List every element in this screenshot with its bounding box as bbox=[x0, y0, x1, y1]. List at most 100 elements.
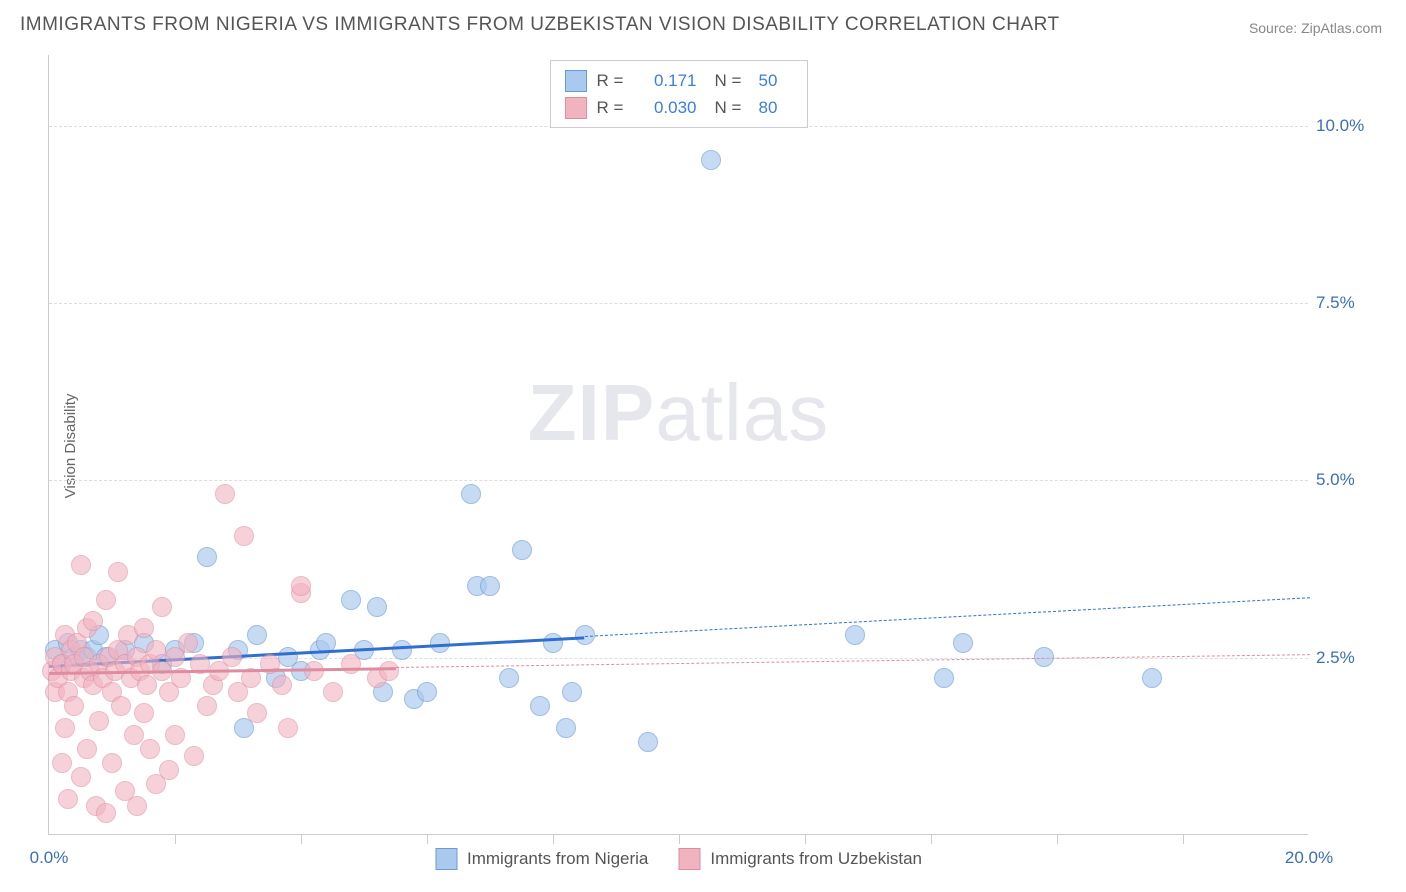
legend-swatch-nigeria bbox=[565, 70, 587, 92]
scatter-point-nigeria bbox=[530, 696, 550, 716]
scatter-point-uzbekistan bbox=[71, 555, 91, 575]
scatter-point-uzbekistan bbox=[159, 760, 179, 780]
scatter-point-uzbekistan bbox=[108, 562, 128, 582]
scatter-point-uzbekistan bbox=[96, 590, 116, 610]
x-tick bbox=[553, 834, 554, 844]
scatter-point-nigeria bbox=[480, 576, 500, 596]
trendline-uzbekistan bbox=[395, 654, 1309, 668]
scatter-point-nigeria bbox=[367, 597, 387, 617]
scatter-point-uzbekistan bbox=[247, 703, 267, 723]
scatter-point-nigeria bbox=[562, 682, 582, 702]
n-prefix: N = bbox=[715, 67, 749, 94]
scatter-point-nigeria bbox=[934, 668, 954, 688]
scatter-point-nigeria bbox=[417, 682, 437, 702]
scatter-point-nigeria bbox=[392, 640, 412, 660]
scatter-point-uzbekistan bbox=[165, 725, 185, 745]
scatter-point-uzbekistan bbox=[55, 718, 75, 738]
scatter-point-uzbekistan bbox=[58, 789, 78, 809]
scatter-point-uzbekistan bbox=[77, 739, 97, 759]
n-value: 50 bbox=[759, 67, 793, 94]
x-tick bbox=[427, 834, 428, 844]
x-tick bbox=[175, 834, 176, 844]
scatter-point-nigeria bbox=[543, 633, 563, 653]
scatter-point-uzbekistan bbox=[52, 753, 72, 773]
scatter-point-uzbekistan bbox=[64, 696, 84, 716]
y-tick-label: 2.5% bbox=[1316, 648, 1386, 668]
scatter-point-nigeria bbox=[953, 633, 973, 653]
scatter-point-uzbekistan bbox=[152, 597, 172, 617]
scatter-point-uzbekistan bbox=[83, 611, 103, 631]
legend-label: Immigrants from Uzbekistan bbox=[710, 849, 922, 869]
legend-row-nigeria: R = 0.171 N = 50 bbox=[565, 67, 793, 94]
scatter-point-nigeria bbox=[499, 668, 519, 688]
scatter-point-nigeria bbox=[430, 633, 450, 653]
y-tick-label: 5.0% bbox=[1316, 470, 1386, 490]
legend-row-uzbekistan: R = 0.030 N = 80 bbox=[565, 94, 793, 121]
scatter-point-nigeria bbox=[512, 540, 532, 560]
r-value: 0.171 bbox=[637, 67, 697, 94]
trendline-nigeria bbox=[584, 597, 1309, 637]
scatter-point-uzbekistan bbox=[222, 647, 242, 667]
x-tick-label: 20.0% bbox=[1285, 848, 1333, 868]
scatter-point-nigeria bbox=[247, 625, 267, 645]
y-tick-label: 7.5% bbox=[1316, 293, 1386, 313]
scatter-point-uzbekistan bbox=[134, 618, 154, 638]
legend-series: Immigrants from Nigeria Immigrants from U… bbox=[435, 848, 922, 870]
scatter-point-uzbekistan bbox=[215, 484, 235, 504]
x-tick bbox=[1057, 834, 1058, 844]
legend-swatch-uzbekistan bbox=[565, 97, 587, 119]
scatter-point-uzbekistan bbox=[137, 675, 157, 695]
x-tick bbox=[931, 834, 932, 844]
n-value: 80 bbox=[759, 94, 793, 121]
source-label: Source: ZipAtlas.com bbox=[1249, 20, 1382, 36]
scatter-point-uzbekistan bbox=[184, 746, 204, 766]
scatter-point-nigeria bbox=[556, 718, 576, 738]
scatter-point-uzbekistan bbox=[323, 682, 343, 702]
chart-title: IMMIGRANTS FROM NIGERIA VS IMMIGRANTS FR… bbox=[20, 14, 1060, 36]
chart-container: IMMIGRANTS FROM NIGERIA VS IMMIGRANTS FR… bbox=[0, 0, 1406, 892]
r-prefix: R = bbox=[597, 94, 627, 121]
scatter-point-nigeria bbox=[197, 547, 217, 567]
legend-swatch-nigeria bbox=[435, 848, 457, 870]
scatter-point-uzbekistan bbox=[379, 661, 399, 681]
scatter-point-uzbekistan bbox=[272, 675, 292, 695]
scatter-point-uzbekistan bbox=[146, 640, 166, 660]
y-tick-label: 10.0% bbox=[1316, 116, 1386, 136]
r-prefix: R = bbox=[597, 67, 627, 94]
legend-item-nigeria: Immigrants from Nigeria bbox=[435, 848, 648, 870]
x-tick bbox=[301, 834, 302, 844]
x-tick bbox=[1183, 834, 1184, 844]
scatter-point-uzbekistan bbox=[234, 526, 254, 546]
scatter-point-uzbekistan bbox=[134, 703, 154, 723]
gridline-horizontal bbox=[49, 480, 1308, 481]
plot-area: ZIPatlas 2.5%5.0%7.5%10.0%0.0%20.0%R =0.… bbox=[48, 55, 1308, 835]
scatter-point-nigeria bbox=[1142, 668, 1162, 688]
scatter-point-uzbekistan bbox=[127, 796, 147, 816]
gridline-horizontal bbox=[49, 303, 1308, 304]
scatter-point-uzbekistan bbox=[89, 711, 109, 731]
x-tick bbox=[805, 834, 806, 844]
scatter-point-uzbekistan bbox=[102, 753, 122, 773]
r-value: 0.030 bbox=[637, 94, 697, 121]
n-prefix: N = bbox=[715, 94, 749, 121]
scatter-point-uzbekistan bbox=[140, 739, 160, 759]
legend-correlation-box: R = 0.171 N = 50 R = 0.030 N = 80 bbox=[550, 60, 808, 128]
scatter-point-uzbekistan bbox=[197, 696, 217, 716]
legend-label: Immigrants from Nigeria bbox=[467, 849, 648, 869]
scatter-point-uzbekistan bbox=[71, 767, 91, 787]
legend-item-uzbekistan: Immigrants from Uzbekistan bbox=[678, 848, 922, 870]
watermark: ZIPatlas bbox=[528, 367, 829, 459]
x-tick bbox=[679, 834, 680, 844]
scatter-point-uzbekistan bbox=[96, 803, 116, 823]
scatter-point-uzbekistan bbox=[278, 718, 298, 738]
scatter-point-nigeria bbox=[341, 590, 361, 610]
scatter-point-uzbekistan bbox=[111, 696, 131, 716]
scatter-point-nigeria bbox=[461, 484, 481, 504]
scatter-point-nigeria bbox=[1034, 647, 1054, 667]
legend-swatch-uzbekistan bbox=[678, 848, 700, 870]
scatter-point-nigeria bbox=[845, 625, 865, 645]
x-tick-label: 0.0% bbox=[30, 848, 69, 868]
scatter-point-uzbekistan bbox=[291, 576, 311, 596]
scatter-point-nigeria bbox=[701, 150, 721, 170]
scatter-point-nigeria bbox=[638, 732, 658, 752]
